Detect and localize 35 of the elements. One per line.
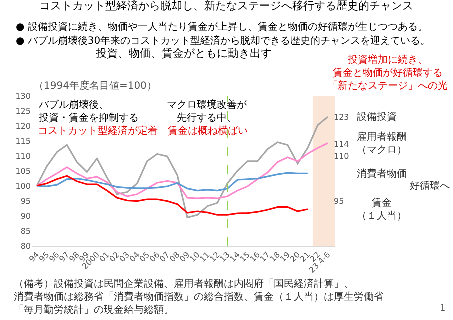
y-tick-label: 115	[16, 136, 31, 146]
y-tick-label: 125	[16, 106, 31, 116]
annotation: マクロ環境改善が先行する中、	[167, 99, 248, 124]
annotation: 114	[334, 140, 350, 149]
annotation: 123	[334, 113, 350, 122]
chart-title: コストカット型経済から脱却し、新たなステージへ移行する歴史的チャンス	[40, 0, 414, 12]
y-tick-label: 105	[16, 166, 31, 176]
text: 設備投資	[357, 111, 397, 123]
y-tick-label: 130	[16, 92, 31, 101]
y-tick-label: 85	[20, 226, 31, 236]
y-tick-label: 90	[20, 212, 31, 221]
x-tick-label: 01	[98, 250, 112, 264]
chart-subtitle: 投資、物価、賃金がともに動き出す	[95, 47, 272, 60]
text: ● バブル崩壊後30年来のコストカット型経済から脱却できる歴史的チャンスを迎えている。	[16, 35, 431, 47]
y-tick-label: 110	[16, 152, 31, 161]
y-axis-title: （1994年度名目値=100）	[34, 80, 157, 92]
text: 消費者物価	[357, 168, 407, 180]
text: 賃金（１人当）	[357, 197, 407, 222]
line-series	[36, 142, 329, 200]
text: 1	[440, 304, 446, 314]
annotation: 110	[334, 152, 350, 161]
text: 雇用者報酬（マクロ）	[357, 131, 407, 156]
y-tick-label: 95	[20, 196, 31, 206]
y-tick-label: 100	[16, 182, 31, 191]
text: 投資増加に続き、賃金と物価が好循環する「新たなステージ」への光	[328, 54, 448, 92]
annotation: バブル崩壊後、投資・賃金を抑制する	[38, 99, 139, 124]
text: ● 設備投資に続き、物価や一人当たり賃金が上昇し、賃金と物価の好循環が生じつつある。	[16, 21, 428, 33]
y-tick-label: 80	[20, 242, 31, 251]
annotation: 95	[334, 197, 344, 206]
annotation: コストカット型経済が定着	[38, 125, 158, 137]
text: （備考）設備投資は民間企業設備、雇用者報酬は内閣府「国民経済計算」、消費者物価は総務省「消費者物価指数」の総合指数、賃金（１人当）は厚生労働省「毎月勤労統計」の現金給与総額。	[14, 278, 384, 316]
line-series	[36, 172, 309, 192]
y-tick-label: 120	[16, 122, 31, 131]
line-series	[36, 175, 309, 216]
text: 好循環へ	[410, 181, 450, 192]
